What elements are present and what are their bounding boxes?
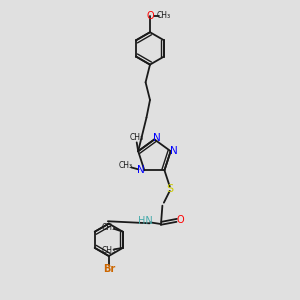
- Text: N: N: [137, 165, 145, 175]
- Text: CH₃: CH₃: [156, 11, 170, 20]
- Text: HN: HN: [138, 216, 153, 226]
- Text: O: O: [176, 215, 184, 225]
- Text: O: O: [146, 11, 154, 21]
- Text: CH₃: CH₃: [102, 224, 116, 232]
- Text: S: S: [166, 184, 173, 194]
- Text: N: N: [170, 146, 178, 156]
- Text: N: N: [154, 133, 161, 143]
- Text: CH₃: CH₃: [130, 133, 144, 142]
- Text: CH₃: CH₃: [102, 246, 116, 255]
- Text: Br: Br: [103, 264, 115, 274]
- Text: CH₃: CH₃: [118, 161, 132, 170]
